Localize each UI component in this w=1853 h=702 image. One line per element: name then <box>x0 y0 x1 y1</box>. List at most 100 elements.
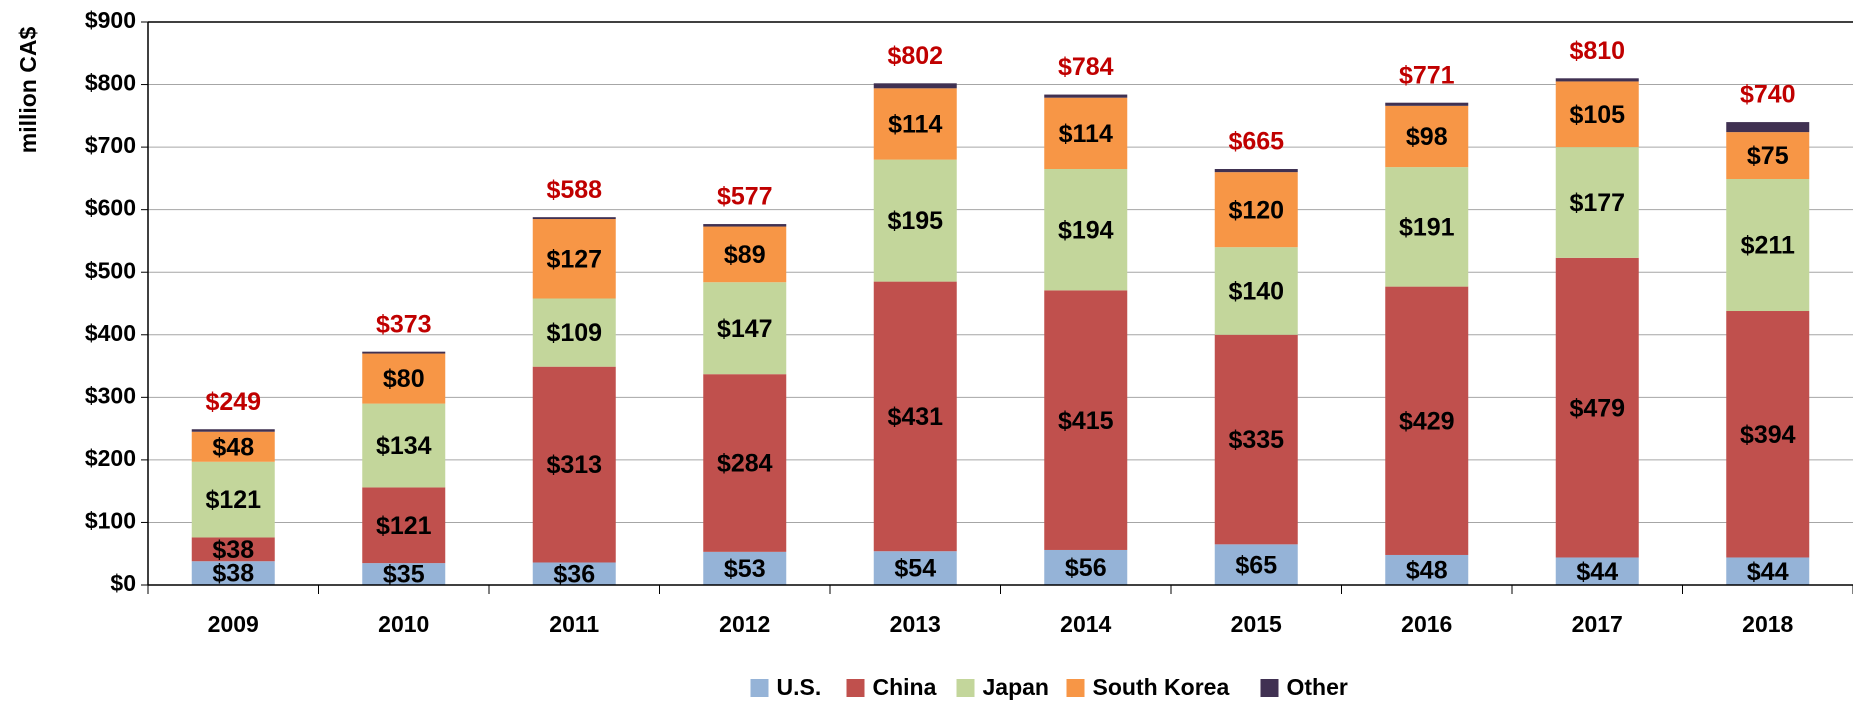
bar-segment <box>1044 169 1128 291</box>
bar-segment <box>362 563 446 585</box>
data-label: $284 <box>717 450 773 478</box>
data-label: $75 <box>1747 142 1789 170</box>
data-label: $65 <box>1235 551 1277 579</box>
bar-segment <box>873 88 957 160</box>
x-tick-label: 2009 <box>208 611 259 637</box>
legend-swatch <box>1260 679 1279 697</box>
y-tick-label: $700 <box>85 132 136 158</box>
legend-swatch <box>846 679 865 697</box>
bar-segment <box>191 429 275 432</box>
data-label: $177 <box>1569 189 1625 217</box>
total-label: $784 <box>1058 53 1114 81</box>
legend-label: South Korea <box>1093 674 1230 700</box>
bar-segment <box>703 551 787 585</box>
bar-segment <box>191 537 275 562</box>
data-label: $48 <box>1406 557 1448 585</box>
bar-segment <box>1214 247 1298 335</box>
bar-segment <box>1385 286 1469 555</box>
bar-segment <box>1385 102 1469 106</box>
bar-segment <box>362 353 446 404</box>
legend-label: Japan <box>983 674 1049 700</box>
data-label: $415 <box>1058 407 1114 435</box>
data-label: $140 <box>1228 278 1284 306</box>
bar-segment <box>1044 549 1128 585</box>
total-label: $771 <box>1399 61 1455 89</box>
bar-segment <box>532 217 616 220</box>
legend-label: China <box>873 674 937 700</box>
data-label: $194 <box>1058 216 1114 244</box>
data-label: $313 <box>546 451 602 479</box>
x-tick-label: 2017 <box>1572 611 1623 637</box>
bar-segment <box>1726 132 1810 180</box>
bar-segment <box>1555 78 1639 82</box>
bar-segment <box>1726 311 1810 558</box>
bar-segment <box>1726 122 1810 133</box>
data-label: $44 <box>1576 558 1618 586</box>
bar-segment <box>1214 172 1298 248</box>
legend-label: U.S. <box>777 674 822 700</box>
y-tick-label: $500 <box>85 257 136 283</box>
bar-segment <box>191 561 275 585</box>
bar-segment <box>873 83 957 89</box>
bar-segment <box>191 461 275 538</box>
total-label: $740 <box>1740 81 1796 109</box>
y-tick-label: $0 <box>110 570 136 596</box>
bar-segment <box>703 282 787 375</box>
legend-swatch <box>750 679 769 697</box>
data-label: $120 <box>1228 196 1284 224</box>
data-label: $195 <box>887 207 943 235</box>
bar-segment <box>873 281 957 552</box>
bar-segment <box>1555 257 1639 558</box>
bar-segment <box>532 298 616 367</box>
bar-segment <box>1214 544 1298 585</box>
bar-segment <box>873 551 957 585</box>
bar-segment <box>1385 554 1469 585</box>
data-label: $335 <box>1228 426 1284 454</box>
bar-segment <box>1044 97 1128 170</box>
data-label: $89 <box>724 241 766 269</box>
bar-segment <box>703 226 787 283</box>
data-label: $56 <box>1065 554 1107 582</box>
y-axis-label: million CA$ <box>15 27 41 154</box>
data-label: $147 <box>717 315 773 343</box>
total-label: $373 <box>376 310 432 338</box>
data-label: $105 <box>1569 101 1625 129</box>
bar-segment <box>1044 290 1128 550</box>
y-tick-label: $800 <box>85 70 136 96</box>
data-label: $80 <box>383 365 425 393</box>
x-tick-label: 2013 <box>890 611 941 637</box>
bar-segment <box>532 562 616 585</box>
bar-segment <box>191 431 275 462</box>
x-tick-label: 2014 <box>1060 611 1111 637</box>
data-label: $54 <box>894 555 936 583</box>
y-tick-label: $400 <box>85 320 136 346</box>
data-label: $394 <box>1740 421 1796 449</box>
bar-segment <box>1385 167 1469 287</box>
data-label: $121 <box>376 512 432 540</box>
data-label: $429 <box>1399 407 1455 435</box>
bar-segment <box>1214 169 1298 173</box>
data-label: $35 <box>383 561 425 589</box>
total-label: $588 <box>546 176 602 204</box>
legend-label: Other <box>1287 674 1348 700</box>
data-label: $98 <box>1406 123 1448 151</box>
bar-segment <box>703 374 787 552</box>
bar-segment <box>1214 334 1298 545</box>
y-tick-label: $100 <box>85 508 136 534</box>
bar-segment <box>532 219 616 299</box>
data-label: $53 <box>724 555 766 583</box>
bar-segment <box>362 403 446 488</box>
data-label: $38 <box>212 560 254 588</box>
data-label: $114 <box>888 111 942 139</box>
bar-segment <box>1726 557 1810 585</box>
x-tick-label: 2015 <box>1231 611 1282 637</box>
total-label: $577 <box>717 183 773 211</box>
data-label: $127 <box>546 245 602 273</box>
data-label: $431 <box>887 403 943 431</box>
total-label: $802 <box>887 42 943 70</box>
data-label: $109 <box>546 319 602 347</box>
x-tick-label: 2018 <box>1742 611 1793 637</box>
y-tick-label: $300 <box>85 382 136 408</box>
